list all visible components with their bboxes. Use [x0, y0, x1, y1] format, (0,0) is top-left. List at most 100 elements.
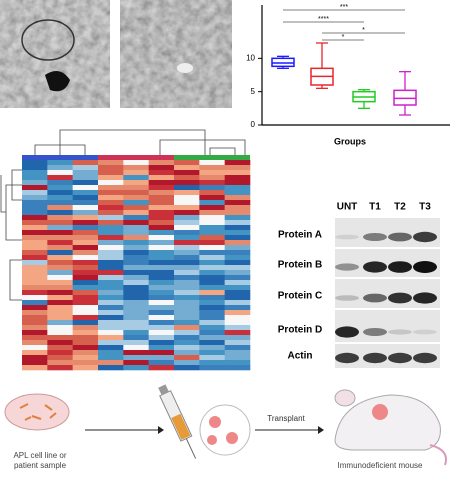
heatmap-cell	[148, 230, 175, 236]
heatmap-cell	[98, 160, 124, 166]
heatmap-cell	[224, 220, 251, 226]
heatmap-cell	[148, 340, 175, 346]
heatmap-cell	[199, 230, 225, 236]
heatmap-cell	[174, 360, 200, 366]
micrograph-texture	[0, 0, 110, 108]
heatmap-cell	[47, 365, 73, 371]
heatmap-cell	[22, 295, 48, 301]
band	[388, 232, 412, 242]
heatmap-cell	[224, 255, 251, 261]
heatmap-cell	[98, 275, 124, 281]
heatmap-cell	[22, 340, 48, 346]
vacuole	[177, 63, 193, 73]
heatmap-cell	[98, 255, 124, 261]
heatmap-cell	[199, 250, 225, 256]
heatmap-cell	[148, 275, 175, 281]
heatmap-cell	[72, 185, 99, 191]
heatmap-cell	[123, 165, 149, 171]
heatmap-cell	[123, 215, 149, 221]
heatmap-cell	[98, 250, 124, 256]
heatmap-cell	[22, 280, 48, 286]
heatmap-cell	[224, 205, 251, 211]
heatmap-cell	[22, 270, 48, 276]
heatmap-cell	[98, 210, 124, 216]
heatmap-cell	[47, 285, 73, 291]
band	[413, 292, 437, 304]
liquid	[171, 413, 191, 440]
band	[363, 352, 387, 364]
heatmap-cell	[72, 365, 99, 371]
heatmap-cell	[199, 165, 225, 171]
heatmap-cell	[123, 220, 149, 226]
heatmap-cell	[98, 200, 124, 206]
heatmap-cell	[148, 250, 175, 256]
heatmap-cell	[98, 225, 124, 231]
heatmap-cell	[224, 335, 251, 341]
heatmap-cell	[98, 170, 124, 176]
heatmap-cell	[72, 190, 99, 196]
heatmap-cell	[199, 180, 225, 186]
heatmap-cell	[47, 275, 73, 281]
heatmap-cell	[224, 305, 251, 311]
heatmap-cell	[224, 365, 251, 371]
heatmap-cell	[123, 185, 149, 191]
heatmap-cell	[123, 235, 149, 241]
heatmap-cell	[72, 200, 99, 206]
heatmap-cell	[72, 300, 99, 306]
heatmap-cell	[199, 265, 225, 271]
heatmap-cell	[98, 305, 124, 311]
heatmap-cell	[22, 160, 48, 166]
heatmap-cell	[148, 265, 175, 271]
heatmap-cell	[47, 235, 73, 241]
heatmap-cell	[72, 335, 99, 341]
heatmap-cell	[123, 330, 149, 336]
heatmap-cell	[47, 250, 73, 256]
heatmap-cell	[148, 355, 175, 361]
heatmap-cell	[47, 175, 73, 181]
band	[335, 352, 359, 364]
heatmap-cell	[72, 215, 99, 221]
x-axis-label: Groups	[334, 136, 366, 146]
band	[413, 329, 437, 335]
heatmap-cell	[98, 355, 124, 361]
heatmap-cell	[47, 360, 73, 366]
heatmap-cell	[98, 330, 124, 336]
heatmap-cell	[224, 360, 251, 366]
heatmap	[0, 129, 251, 371]
mouse-body	[334, 394, 441, 451]
heatmap-cell	[148, 220, 175, 226]
heatmap-cell	[98, 325, 124, 331]
heatmap-cell	[148, 200, 175, 206]
row-label: Protein A	[278, 230, 322, 241]
heatmap-cell	[72, 220, 99, 226]
heatmap-cell	[98, 245, 124, 251]
heatmap-cell	[199, 325, 225, 331]
lane-label: T1	[369, 202, 381, 213]
heatmap-cell	[98, 165, 124, 171]
heatmap-cell	[148, 280, 175, 286]
heatmap-cell	[22, 290, 48, 296]
heatmap-cell	[123, 350, 149, 356]
row-label: Protein D	[278, 325, 322, 336]
heatmap-cell	[174, 170, 200, 176]
heatmap-cell	[47, 335, 73, 341]
heatmap-cell	[22, 230, 48, 236]
heatmap-cell	[22, 185, 48, 191]
heatmap-cell	[199, 225, 225, 231]
heatmap-cell	[174, 185, 200, 191]
heatmap-cell	[22, 210, 48, 216]
heatmap-cell	[72, 305, 99, 311]
heatmap-cell	[199, 205, 225, 211]
heatmap-cell	[98, 295, 124, 301]
heatmap-cell	[47, 195, 73, 201]
heatmap-cell	[123, 245, 149, 251]
heatmap-cell	[98, 280, 124, 286]
heatmap-cell	[174, 255, 200, 261]
heatmap-cell	[22, 180, 48, 186]
heatmap-cell	[98, 315, 124, 321]
heatmap-cell	[123, 355, 149, 361]
heatmap-cell	[98, 320, 124, 326]
heatmap-cell	[174, 240, 200, 246]
band	[413, 352, 437, 364]
